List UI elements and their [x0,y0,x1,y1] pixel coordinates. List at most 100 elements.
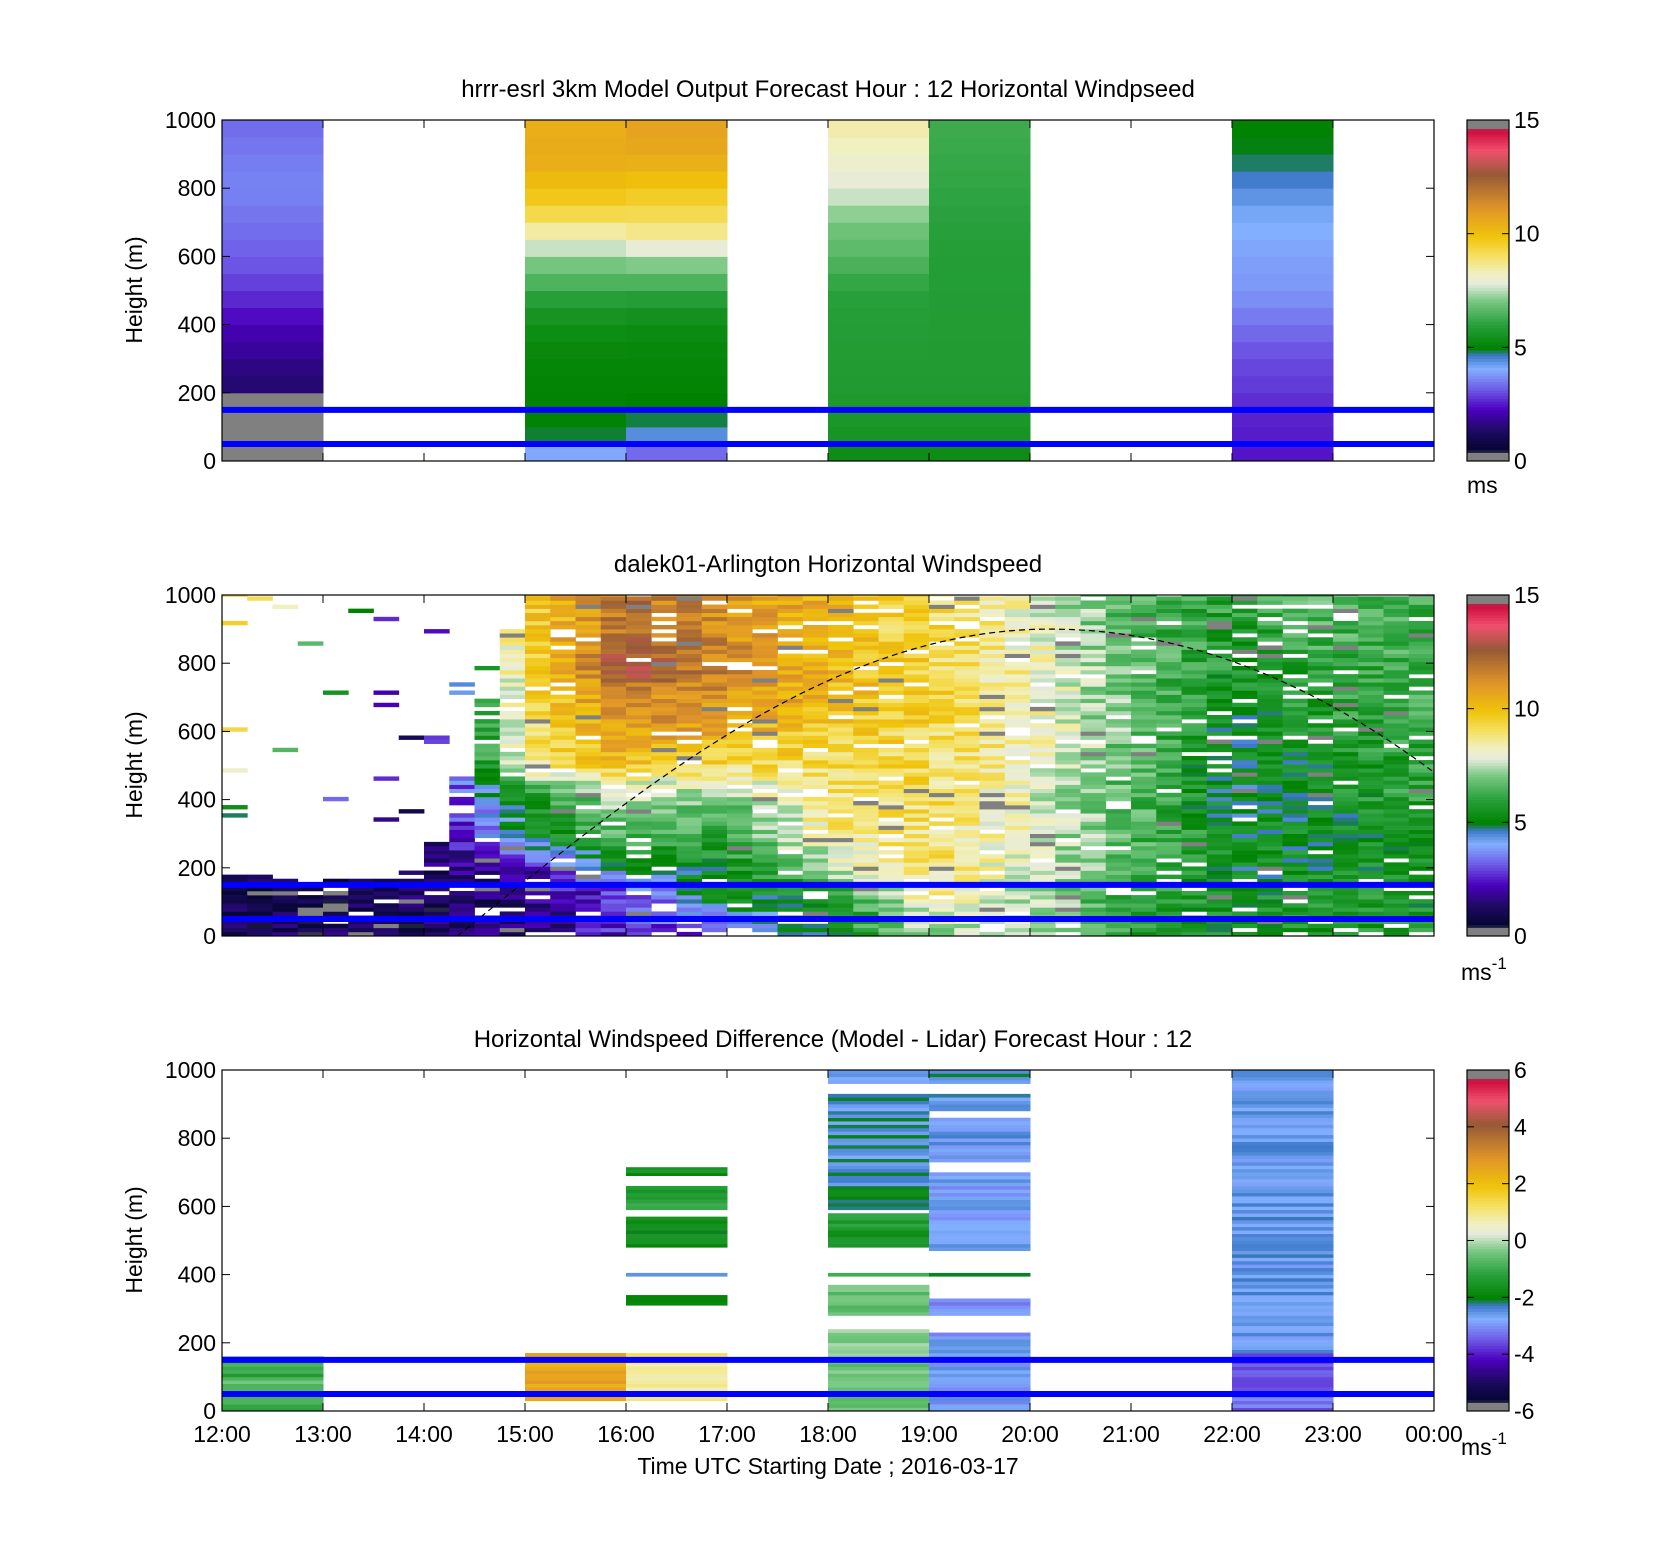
heatmap-cell [525,1373,627,1378]
heatmap-cell [853,706,879,712]
heatmap-cell [499,678,526,683]
heatmap-cell [701,649,728,654]
heatmap-cell [1004,825,1031,830]
heatmap-cell [1181,645,1208,650]
heatmap-cell [1232,375,1334,394]
heatmap-cell [525,616,551,622]
colorbar-segment [1467,327,1509,331]
heatmap-cell [1232,1131,1334,1136]
panel-lidar-heatmap [222,595,1434,936]
heatmap-cell [727,600,753,605]
heatmap-cell [1156,678,1182,683]
heatmap-cell [1333,600,1359,605]
heatmap-cell [727,612,753,618]
heatmap-cell [1232,1076,1334,1081]
heatmap-cell [651,686,677,691]
heatmap-cell [701,825,728,830]
heatmap-cell [1131,874,1157,880]
heatmap-cell [1004,608,1031,614]
heatmap-cell [752,674,778,679]
colorbar-segment [1467,344,1509,348]
heatmap-cell [1080,600,1107,605]
colorbar-segment [1467,412,1509,416]
heatmap-cell [575,809,602,814]
heatmap-cell [929,205,1031,223]
heatmap-cell [1080,841,1107,847]
heatmap-cell [1282,772,1309,777]
heatmap-cell [903,727,930,732]
heatmap-cell [1232,1114,1334,1119]
heatmap-cell [929,1209,1031,1214]
heatmap-cell [600,800,627,806]
heatmap-cell [1408,743,1434,749]
heatmap-cell [323,690,349,695]
heatmap-cell [828,1220,930,1224]
heatmap-cell [676,796,703,802]
heatmap-cell [676,735,703,740]
heatmap-cell [1131,653,1157,659]
heatmap-cell [1358,764,1384,769]
colorbar-segment [1467,708,1509,712]
heatmap-cell [1307,890,1334,896]
heatmap-cell [626,690,652,695]
heatmap-cell [878,829,905,834]
heatmap-cell [727,751,753,757]
heatmap-cell [979,649,1006,654]
heatmap-cell [777,682,804,687]
heatmap-cell [626,911,652,916]
heatmap-cell [1004,784,1031,789]
heatmap-cell [1257,645,1283,650]
heatmap-cell [802,645,829,650]
heatmap-cell [1080,620,1107,626]
heatmap-cell [297,911,324,916]
heatmap-cell [297,927,324,933]
heatmap-cell [1105,784,1132,789]
colorbar-segment [1467,455,1509,459]
heatmap-cell [1232,1104,1334,1108]
heatmap-cell [929,1400,1031,1405]
heatmap-cell [626,723,652,728]
heatmap-cell [1282,907,1309,912]
heatmap-cell [1181,629,1208,634]
heatmap-cell [550,837,576,843]
heatmap-cell [828,324,930,343]
heatmap-cell [1232,1339,1334,1344]
heatmap-cell [903,629,930,634]
heatmap-cell [979,796,1006,802]
heatmap-cell [499,878,526,884]
heatmap-cell [828,307,930,326]
panel-model-title: hrrr-esrl 3km Model Output Forecast Hour… [461,76,1195,103]
heatmap-cell [626,931,652,936]
heatmap-cell [1181,829,1208,834]
heatmap-cell [1282,608,1309,614]
heatmap-cell [1257,719,1283,724]
colorbar-segment [1467,700,1509,704]
heatmap-cell [1232,1271,1334,1275]
colorbar-segment [1467,392,1509,397]
heatmap-cell [828,686,854,691]
heatmap-cell [954,702,980,708]
heatmap-cell [1307,784,1334,789]
heatmap-cell [1206,874,1233,880]
colorbar-segment [1467,401,1509,405]
colorbar-segment [1467,1294,1509,1298]
heatmap-cell [1257,788,1283,794]
heatmap-cell [802,670,829,675]
heatmap-cell [828,735,854,740]
heatmap-cell [222,205,324,223]
heatmap-cell [1055,755,1081,761]
heatmap-cell [676,706,703,712]
heatmap-cell [1181,686,1208,691]
heatmap-cell [1004,674,1031,679]
colorbar-segment [1467,651,1509,656]
heatmap-cell [929,751,955,757]
heatmap-cell [929,1349,1031,1354]
heatmap-cell [525,678,551,683]
heatmap-cell [600,911,627,916]
heatmap-cell [954,747,980,753]
heatmap-cell [575,862,602,867]
colorbar-segment [1467,921,1509,926]
colorbar-segment [1467,173,1509,178]
heatmap-cell [676,874,703,880]
colorbar-segment [1467,1112,1509,1116]
